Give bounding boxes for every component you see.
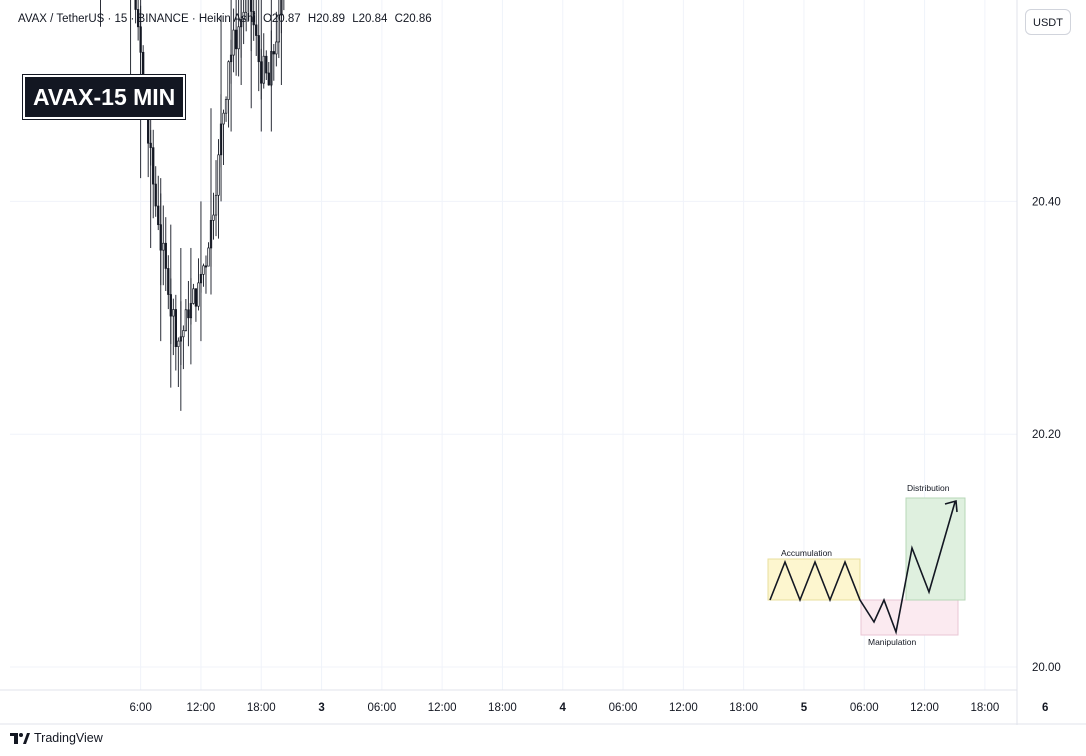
candle-body [136,9,140,28]
y-tick-label: 20.20 [1032,429,1061,441]
wyckoff-arrowhead [944,499,958,513]
candle-body [202,265,205,275]
open-value: O20.87 [262,13,301,25]
candle-body [194,288,198,307]
x-tick-label: 5 [801,702,808,714]
wyckoff-path [769,501,956,635]
price-axis-bg [1017,0,1086,725]
candle-body [265,55,268,74]
candle-body [184,309,188,331]
candle-body [164,242,167,269]
candle-body [152,147,155,185]
candle-body [255,24,258,36]
candle-body [134,0,137,10]
x-tick-label: 18:00 [729,702,758,714]
candle-body [217,154,220,196]
candle-body [227,61,230,100]
symbol-header: AVAX / TetherUS · 15 · BINANCE · Heikin … [18,13,436,25]
candle-body [242,11,245,20]
candle-body [167,268,170,295]
high-value: H20.89 [307,13,345,25]
candle-body [272,51,275,55]
candle-body [245,0,248,13]
y-tick-label: 20.00 [1032,662,1061,674]
x-tick-label: 12:00 [910,702,939,714]
close-value: C20.86 [394,13,432,25]
candle-body [192,288,195,304]
distribution-label: Distribution [907,483,950,493]
candle-body [224,99,228,114]
candle-body [197,282,200,307]
x-tick-label: 18:00 [247,702,276,714]
candle-body [257,35,260,63]
candle-body [262,55,265,84]
x-tick-label: 12:00 [187,702,216,714]
candle-body [162,242,165,251]
x-tick-label: 18:00 [488,702,517,714]
distribution-box [905,497,966,601]
x-tick-label: 06:00 [367,702,396,714]
x-tick-label: 3 [318,702,324,714]
x-tick-label: 06:00 [850,702,879,714]
x-tick-label: 6:00 [129,702,151,714]
tradingview-label: TradingView [34,731,103,745]
candlestick-series [99,0,285,411]
candle-body [222,112,225,125]
x-tick-label: 06:00 [609,702,638,714]
candle-body [277,14,280,43]
candle-body [154,183,157,207]
candle-body [204,265,208,268]
chart-axes: 22.6022.4022.2022.0021.8021.6021.4021.20… [0,0,1086,725]
candle-body [177,340,180,348]
accumulation-label: Accumulation [781,548,832,558]
candle-body [234,29,238,50]
candle-body [237,26,240,50]
candle-body [182,330,185,338]
candle-body [252,11,255,26]
x-tick-label: 18:00 [970,702,999,714]
x-tick-label: 6 [1042,702,1048,714]
candle-body [187,309,190,319]
x-tick-label: 12:00 [669,702,698,714]
x-tick-label: 4 [560,702,567,714]
candle-body [214,194,218,216]
candle-body [267,72,270,86]
tradingview-brand[interactable]: TradingView [10,731,103,745]
x-tick-label: 12:00 [428,702,457,714]
candle-body [275,41,278,55]
candle-body [147,115,150,144]
candle-body [172,309,175,317]
chart-title-badge: AVAX-15 MIN [21,74,187,120]
candle-body [157,205,160,226]
candle-body [207,247,210,267]
manipulation-label: Manipulation [868,637,916,647]
low-value: L20.84 [352,13,388,25]
y-tick-label: 20.40 [1032,196,1061,208]
candle-body [212,214,215,221]
candle-body [174,309,177,348]
tradingview-logo-icon [10,733,30,745]
wyckoff-diagram: Accumulation Manipulation Distribution [767,483,966,647]
currency-button[interactable]: USDT [1025,9,1071,35]
symbol-info: AVAX / TetherUS · 15 · BINANCE · Heikin … [18,13,256,25]
candle-body [232,29,235,56]
